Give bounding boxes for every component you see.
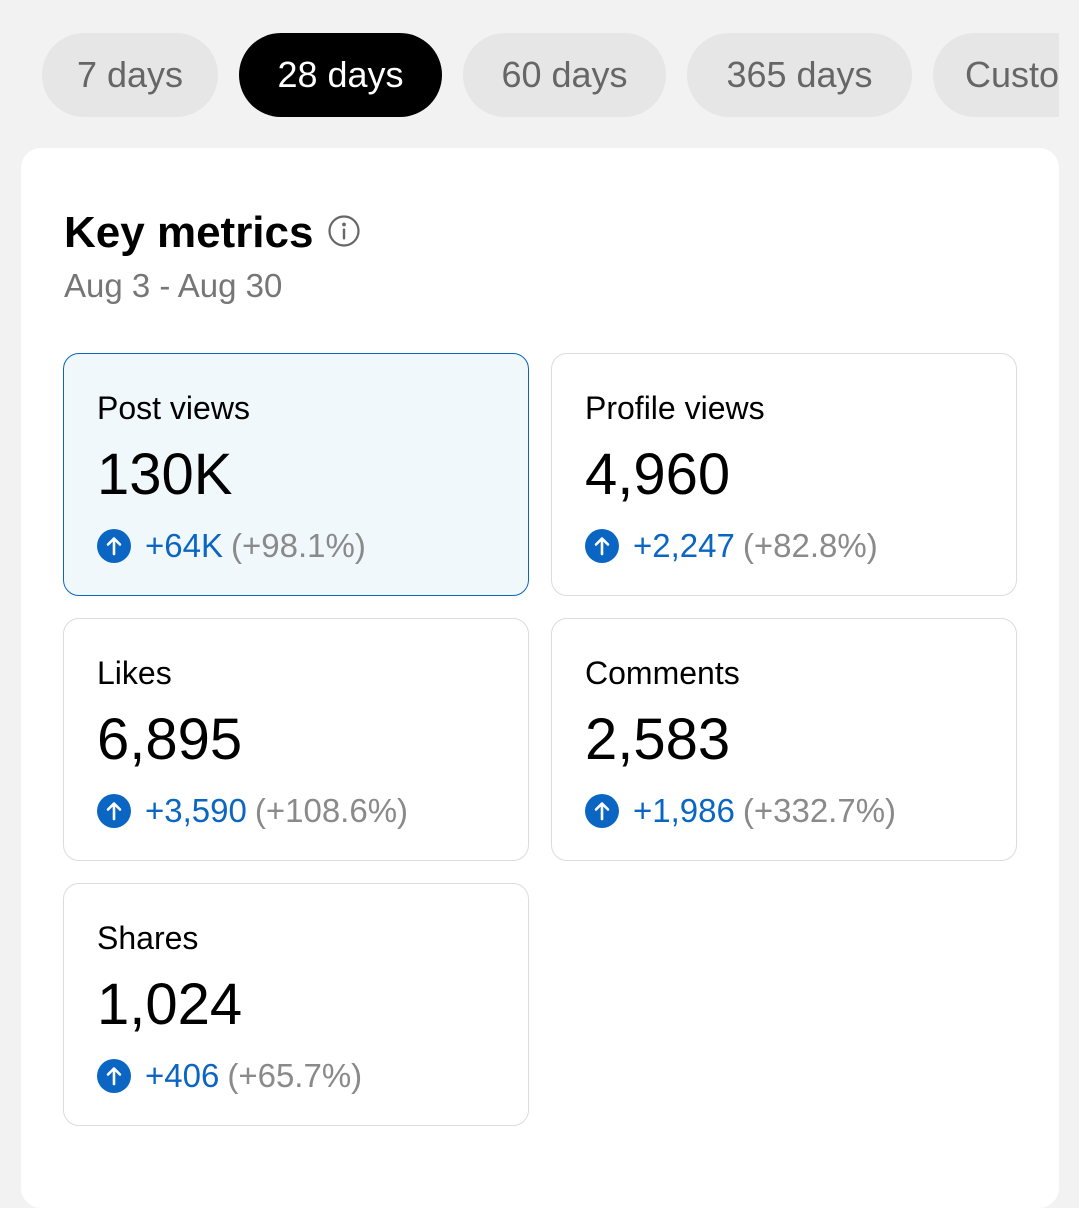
metric-label: Shares xyxy=(97,920,199,956)
metric-delta: +406 xyxy=(145,1057,220,1094)
metric-card-comments[interactable]: Comments 2,583 +1,986 (+332.7%) xyxy=(551,618,1017,861)
metric-percent: (+108.6%) xyxy=(254,792,409,829)
metric-value: 2,583 xyxy=(585,707,731,772)
tab-60-days[interactable]: 60 days xyxy=(463,33,666,117)
tab-custom[interactable]: Custom xyxy=(933,33,1059,117)
metric-value: 4,960 xyxy=(585,442,731,507)
metric-change: +2,247 (+82.8%) xyxy=(585,526,878,566)
metric-label: Post views xyxy=(97,390,250,426)
metric-value: 130K xyxy=(97,442,233,507)
info-icon[interactable] xyxy=(327,214,361,248)
metric-delta: +1,986 xyxy=(633,792,735,829)
metric-value: 1,024 xyxy=(97,972,243,1037)
metric-change: +406 (+65.7%) xyxy=(97,1056,362,1096)
metric-delta: +64K xyxy=(145,527,223,564)
metric-percent: (+82.8%) xyxy=(742,527,878,564)
metric-label: Comments xyxy=(585,655,740,691)
metric-change: +1,986 (+332.7%) xyxy=(585,791,896,831)
metric-card-post-views[interactable]: Post views 130K +64K (+98.1%) xyxy=(63,353,529,596)
date-range-label: Aug 3 - Aug 30 xyxy=(64,267,283,304)
key-metrics-card: Key metrics Aug 3 - Aug 30 Post views 13… xyxy=(21,148,1059,1208)
page-title: Key metrics xyxy=(64,208,314,257)
metric-card-profile-views[interactable]: Profile views 4,960 +2,247 (+82.8%) xyxy=(551,353,1017,596)
metric-percent: (+98.1%) xyxy=(231,527,366,564)
metric-value: 6,895 xyxy=(97,707,243,772)
metric-card-likes[interactable]: Likes 6,895 +3,590 (+108.6%) xyxy=(63,618,529,861)
arrow-up-circle-icon xyxy=(97,794,131,828)
metric-change: +3,590 (+108.6%) xyxy=(97,791,408,831)
metric-percent: (+332.7%) xyxy=(742,792,897,829)
tab-365-days[interactable]: 365 days xyxy=(687,33,912,117)
metric-percent: (+65.7%) xyxy=(227,1057,363,1094)
arrow-up-circle-icon xyxy=(585,529,619,563)
metric-delta: +3,590 xyxy=(145,792,247,829)
title-row: Key metrics xyxy=(64,208,361,258)
tab-7-days[interactable]: 7 days xyxy=(42,33,218,117)
metric-label: Likes xyxy=(97,655,172,691)
metric-change: +64K (+98.1%) xyxy=(97,526,366,566)
metric-card-shares[interactable]: Shares 1,024 +406 (+65.7%) xyxy=(63,883,529,1126)
arrow-up-circle-icon xyxy=(97,529,131,563)
arrow-up-circle-icon xyxy=(97,1059,131,1093)
metric-label: Profile views xyxy=(585,390,765,426)
arrow-up-circle-icon xyxy=(585,794,619,828)
tab-28-days[interactable]: 28 days xyxy=(239,33,442,117)
date-range-tabs: 7 days 28 days 60 days 365 days Custom xyxy=(0,0,1059,140)
metric-delta: +2,247 xyxy=(633,527,735,564)
